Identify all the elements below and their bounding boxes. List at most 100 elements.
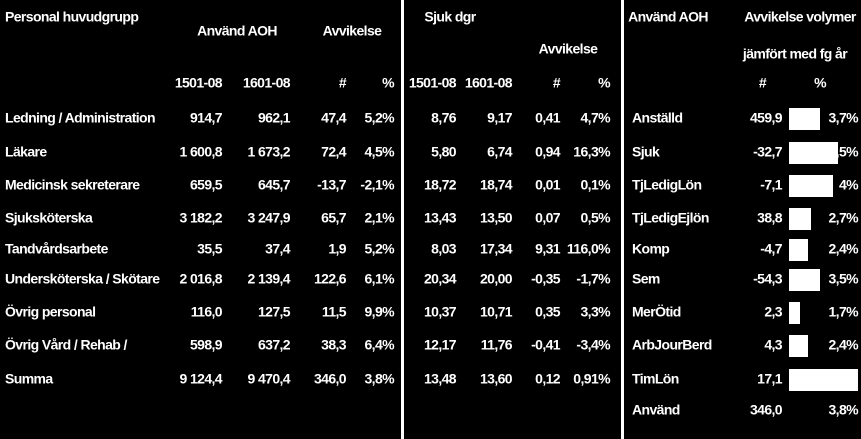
cell: 18,72 [424, 177, 457, 193]
side-label: Sem [632, 271, 660, 287]
row-label: Tandvårdsarbete [5, 241, 109, 257]
cell: 9,9% [364, 304, 395, 320]
cell: 8,03 [431, 241, 457, 257]
cell: -2,1% [360, 177, 395, 193]
side-label: MerÖtid [632, 304, 681, 320]
cell: 72,4 [321, 144, 347, 160]
cell: 9,31 [535, 241, 561, 257]
cell: 5,80 [431, 144, 457, 160]
cell: 37,4 [265, 241, 291, 257]
cell: 3 182,2 [179, 210, 222, 226]
cell: 659,5 [190, 177, 223, 193]
cell: 38,3 [321, 337, 347, 353]
bar [789, 302, 800, 324]
cell: 2 016,8 [179, 271, 222, 287]
side-label: Använd [632, 402, 680, 418]
cell: 65,7 [321, 210, 347, 226]
cell: 20,00 [480, 271, 513, 287]
cell: 4,5% [364, 144, 395, 160]
cell: 6,74 [487, 144, 513, 160]
data-bars [789, 108, 858, 391]
side-pct: 4% [839, 177, 859, 193]
cell: 5,2% [364, 241, 395, 257]
row-label: Övrig Vård / Rehab / [5, 337, 128, 353]
cell: 0,41 [535, 110, 561, 126]
cell: 1 600,8 [179, 144, 222, 160]
cell: -13,7 [317, 177, 347, 193]
cell: 122,6 [314, 271, 347, 287]
cell: 0,01 [535, 177, 561, 193]
bar [789, 175, 833, 197]
cell: 0,1% [580, 177, 611, 193]
column-header: % [814, 75, 827, 91]
cell: 11,76 [481, 337, 513, 353]
cell: 962,1 [258, 110, 291, 126]
cell: 12,17 [424, 337, 457, 353]
cell: 8,76 [431, 110, 457, 126]
cell: 5,2% [364, 110, 395, 126]
side-value: 346,0 [750, 402, 783, 418]
side-label: Komp [632, 241, 669, 257]
cell: 13,60 [480, 371, 513, 387]
cell: 17,34 [480, 241, 513, 257]
cell: 645,7 [258, 177, 291, 193]
cell: 47,4 [321, 110, 347, 126]
cell: 914,7 [190, 110, 223, 126]
side-label: TjLedigEjlön [632, 210, 709, 226]
cell: 3,8% [364, 371, 395, 387]
side-pct: 3,7% [828, 110, 859, 126]
side-pct: 3,5% [828, 271, 859, 287]
cell: 20,34 [424, 271, 457, 287]
side-label: ArbJourBerd [632, 337, 712, 353]
column-header: 1501-08 [175, 75, 223, 91]
bar [789, 369, 858, 391]
row-label: Läkare [5, 144, 47, 160]
cell: 116,0 [191, 304, 223, 320]
cell: 10,37 [424, 304, 457, 320]
side-label: Anställd [632, 110, 682, 126]
cell: 13,48 [424, 371, 457, 387]
side-value: -4,7 [760, 241, 783, 257]
cell: 35,5 [197, 241, 223, 257]
cell: 3,3% [580, 304, 611, 320]
header: Avvikelse [323, 23, 383, 39]
cell: 116,0% [567, 241, 611, 257]
column-header: % [598, 75, 611, 91]
header: Avvikelse [539, 41, 599, 57]
cell: 0,35 [535, 304, 561, 320]
cell: 0,07 [535, 210, 561, 226]
cell: -3,4% [576, 337, 611, 353]
cell: 9 470,4 [247, 371, 290, 387]
side-value: -7,1 [760, 177, 783, 193]
side-value: -54,3 [753, 271, 783, 287]
bar [789, 239, 808, 261]
cell: 13,50 [480, 210, 513, 226]
column-header: 1601-08 [465, 75, 513, 91]
cell: -0,41 [531, 337, 561, 353]
bar [789, 108, 820, 130]
bar [789, 208, 811, 230]
bar [789, 269, 820, 291]
header: Använd AOH [197, 23, 277, 39]
cell: 0,94 [535, 144, 561, 160]
cell: 127,5 [258, 304, 291, 320]
bar [789, 335, 808, 357]
header: Avvikelse volymer [744, 9, 857, 25]
side-pct: 2,4% [828, 241, 859, 257]
cell: 346,0 [314, 371, 347, 387]
cell: 9 124,4 [179, 371, 222, 387]
side-label: TimLön [632, 371, 679, 387]
row-label: Summa [5, 371, 53, 387]
cell: -0,35 [531, 271, 561, 287]
cell: 0,91% [573, 371, 611, 387]
column-header: 1601-08 [243, 75, 291, 91]
divider [401, 0, 404, 439]
cell: 1,9 [328, 241, 346, 257]
cell: 4,7% [580, 110, 611, 126]
cell: 598,9 [190, 337, 223, 353]
row-label: Sjuksköterska [5, 210, 93, 226]
side-value: -32,7 [753, 144, 783, 160]
side-pct: 1,7% [828, 304, 859, 320]
cell: 11,5 [322, 304, 347, 320]
